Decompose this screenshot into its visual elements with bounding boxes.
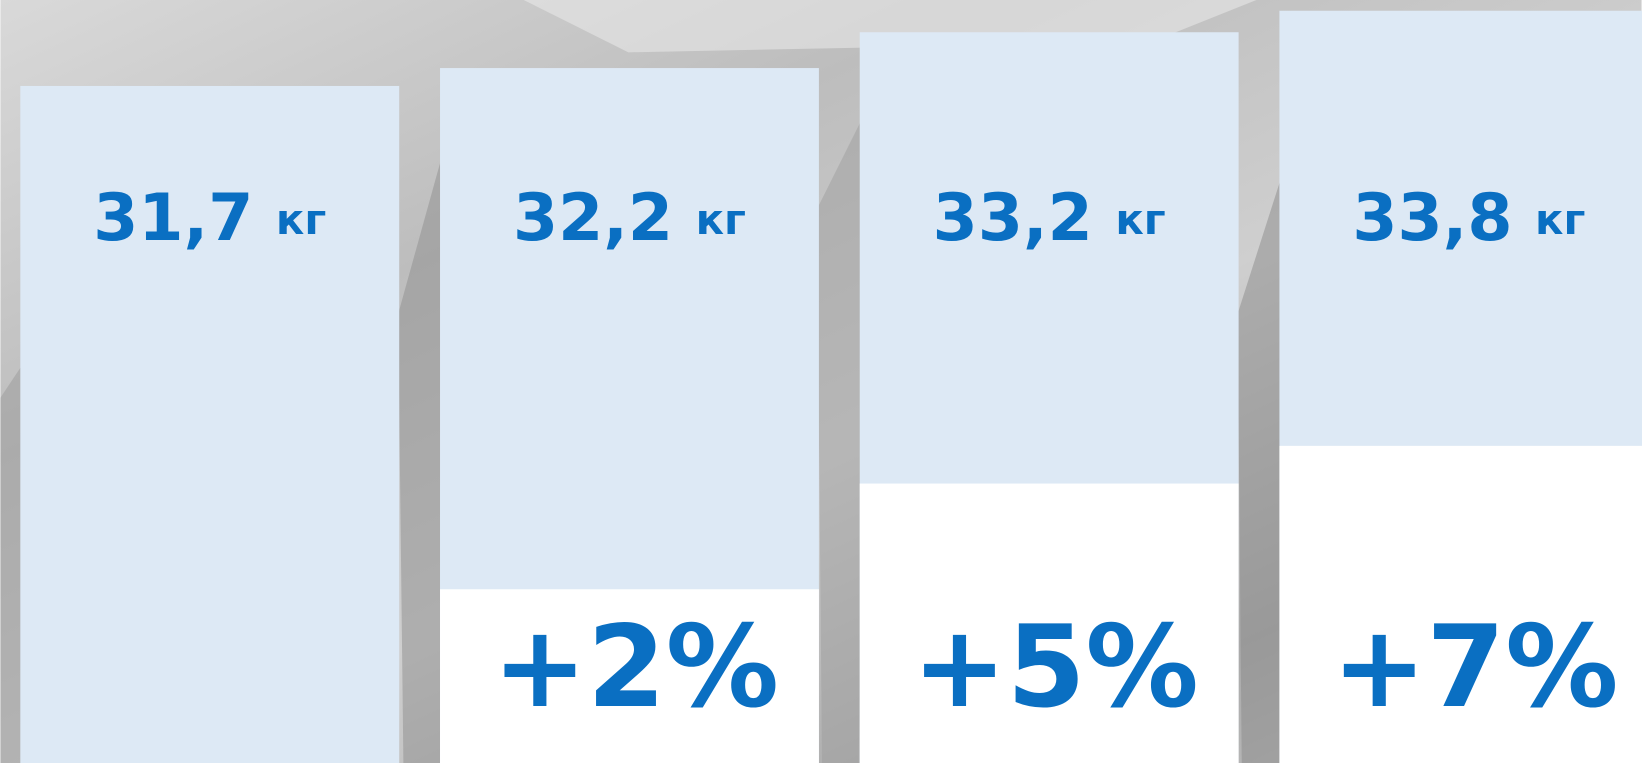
background-shape (398, 125, 451, 763)
bar (20, 85, 400, 763)
value-number: 32,2 (513, 180, 696, 255)
bar-lower-panel (440, 589, 819, 763)
value-label: 33,8 кг (1352, 180, 1585, 255)
value-number: 33,2 (933, 180, 1116, 255)
value-unit: кг (1535, 194, 1585, 243)
change-label: +7% (1332, 601, 1619, 733)
change-label: +5% (912, 601, 1199, 733)
value-unit: кг (1115, 194, 1165, 243)
value-unit: кг (696, 194, 746, 243)
value-label: 33,2 кг (933, 180, 1166, 255)
background-shape (1237, 156, 1288, 763)
change-label: +2% (492, 601, 779, 733)
value-number: 31,7 (93, 180, 276, 255)
bar-lower-panel (1279, 445, 1642, 763)
value-label: 31,7 кг (93, 180, 326, 255)
background-shape (816, 104, 870, 763)
bar-lower-panel (859, 483, 1239, 763)
value-unit: кг (276, 194, 326, 243)
value-label: 32,2 кг (513, 180, 746, 255)
value-number: 33,8 (1352, 180, 1535, 255)
